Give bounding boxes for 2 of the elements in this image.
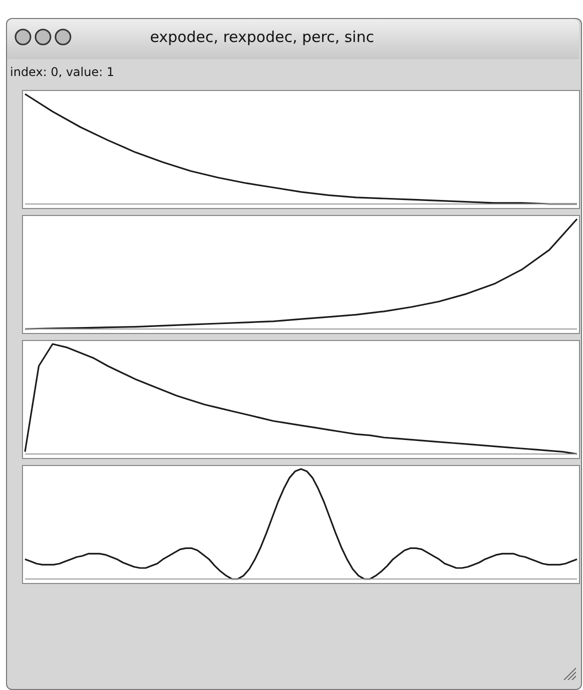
chart-subtitle: index: 0, value: 1 [10, 65, 114, 79]
chart-title: expodec, rexpodec, perc, sinc [150, 28, 374, 46]
